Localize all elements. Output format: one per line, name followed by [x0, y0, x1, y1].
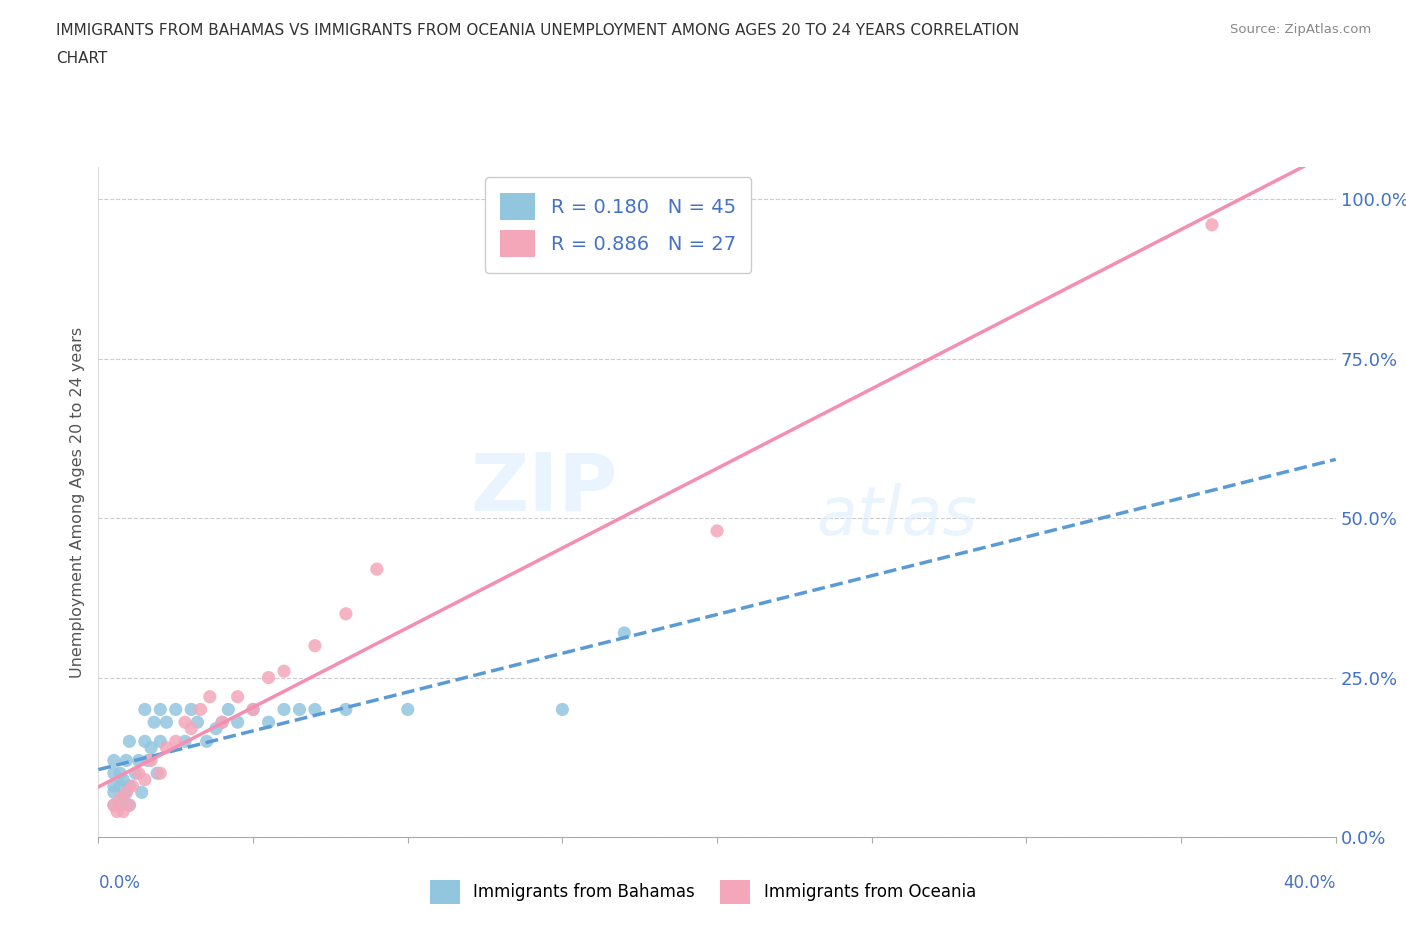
Point — [205, 721, 228, 736]
Point — [165, 734, 187, 749]
Point — [304, 702, 326, 717]
Point — [273, 702, 295, 717]
Point — [103, 785, 125, 800]
Point — [174, 734, 197, 749]
Point — [131, 785, 153, 800]
Point — [136, 753, 159, 768]
Point — [112, 804, 135, 819]
Point — [112, 772, 135, 787]
Text: 40.0%: 40.0% — [1284, 874, 1336, 892]
Point — [115, 785, 138, 800]
Point — [149, 734, 172, 749]
Point — [211, 715, 233, 730]
Point — [180, 702, 202, 717]
Point — [128, 765, 150, 780]
Point — [551, 702, 574, 717]
Point — [128, 753, 150, 768]
Point — [288, 702, 311, 717]
Point — [242, 702, 264, 717]
Y-axis label: Unemployment Among Ages 20 to 24 years: Unemployment Among Ages 20 to 24 years — [69, 326, 84, 678]
Text: 0.0%: 0.0% — [98, 874, 141, 892]
Point — [118, 798, 141, 813]
Legend: Immigrants from Bahamas, Immigrants from Oceania: Immigrants from Bahamas, Immigrants from… — [416, 867, 990, 917]
Point — [139, 740, 162, 755]
Text: atlas: atlas — [815, 483, 977, 549]
Point — [103, 753, 125, 768]
Point — [103, 765, 125, 780]
Point — [103, 798, 125, 813]
Point — [217, 702, 239, 717]
Text: CHART: CHART — [56, 51, 108, 66]
Point — [335, 702, 357, 717]
Point — [613, 626, 636, 641]
Point — [103, 798, 125, 813]
Point — [304, 638, 326, 653]
Point — [105, 804, 128, 819]
Point — [706, 524, 728, 538]
Point — [211, 715, 233, 730]
Point — [396, 702, 419, 717]
Point — [134, 702, 156, 717]
Text: ZIP: ZIP — [471, 450, 619, 528]
Point — [115, 753, 138, 768]
Point — [226, 689, 249, 704]
Point — [273, 664, 295, 679]
Point — [366, 562, 388, 577]
Point — [124, 765, 146, 780]
Point — [134, 734, 156, 749]
Point — [115, 785, 138, 800]
Point — [190, 702, 212, 717]
Point — [108, 778, 131, 793]
Point — [242, 702, 264, 717]
Point — [174, 715, 197, 730]
Point — [103, 778, 125, 793]
Text: IMMIGRANTS FROM BAHAMAS VS IMMIGRANTS FROM OCEANIA UNEMPLOYMENT AMONG AGES 20 TO: IMMIGRANTS FROM BAHAMAS VS IMMIGRANTS FR… — [56, 23, 1019, 38]
Point — [149, 702, 172, 717]
Point — [118, 798, 141, 813]
Point — [139, 753, 162, 768]
Point — [257, 671, 280, 685]
Point — [257, 715, 280, 730]
Point — [335, 606, 357, 621]
Point — [226, 715, 249, 730]
Point — [121, 778, 143, 793]
Point — [198, 689, 221, 704]
Point — [146, 765, 169, 780]
Point — [1201, 218, 1223, 232]
Legend: R = 0.180   N = 45, R = 0.886   N = 27: R = 0.180 N = 45, R = 0.886 N = 27 — [485, 177, 751, 273]
Point — [195, 734, 218, 749]
Point — [108, 765, 131, 780]
Point — [118, 778, 141, 793]
Point — [165, 702, 187, 717]
Point — [186, 715, 208, 730]
Point — [180, 721, 202, 736]
Text: Source: ZipAtlas.com: Source: ZipAtlas.com — [1230, 23, 1371, 36]
Point — [108, 798, 131, 813]
Point — [112, 791, 135, 806]
Point — [118, 734, 141, 749]
Point — [155, 715, 177, 730]
Point — [134, 772, 156, 787]
Point — [149, 765, 172, 780]
Point — [143, 715, 166, 730]
Point — [108, 791, 131, 806]
Point — [155, 740, 177, 755]
